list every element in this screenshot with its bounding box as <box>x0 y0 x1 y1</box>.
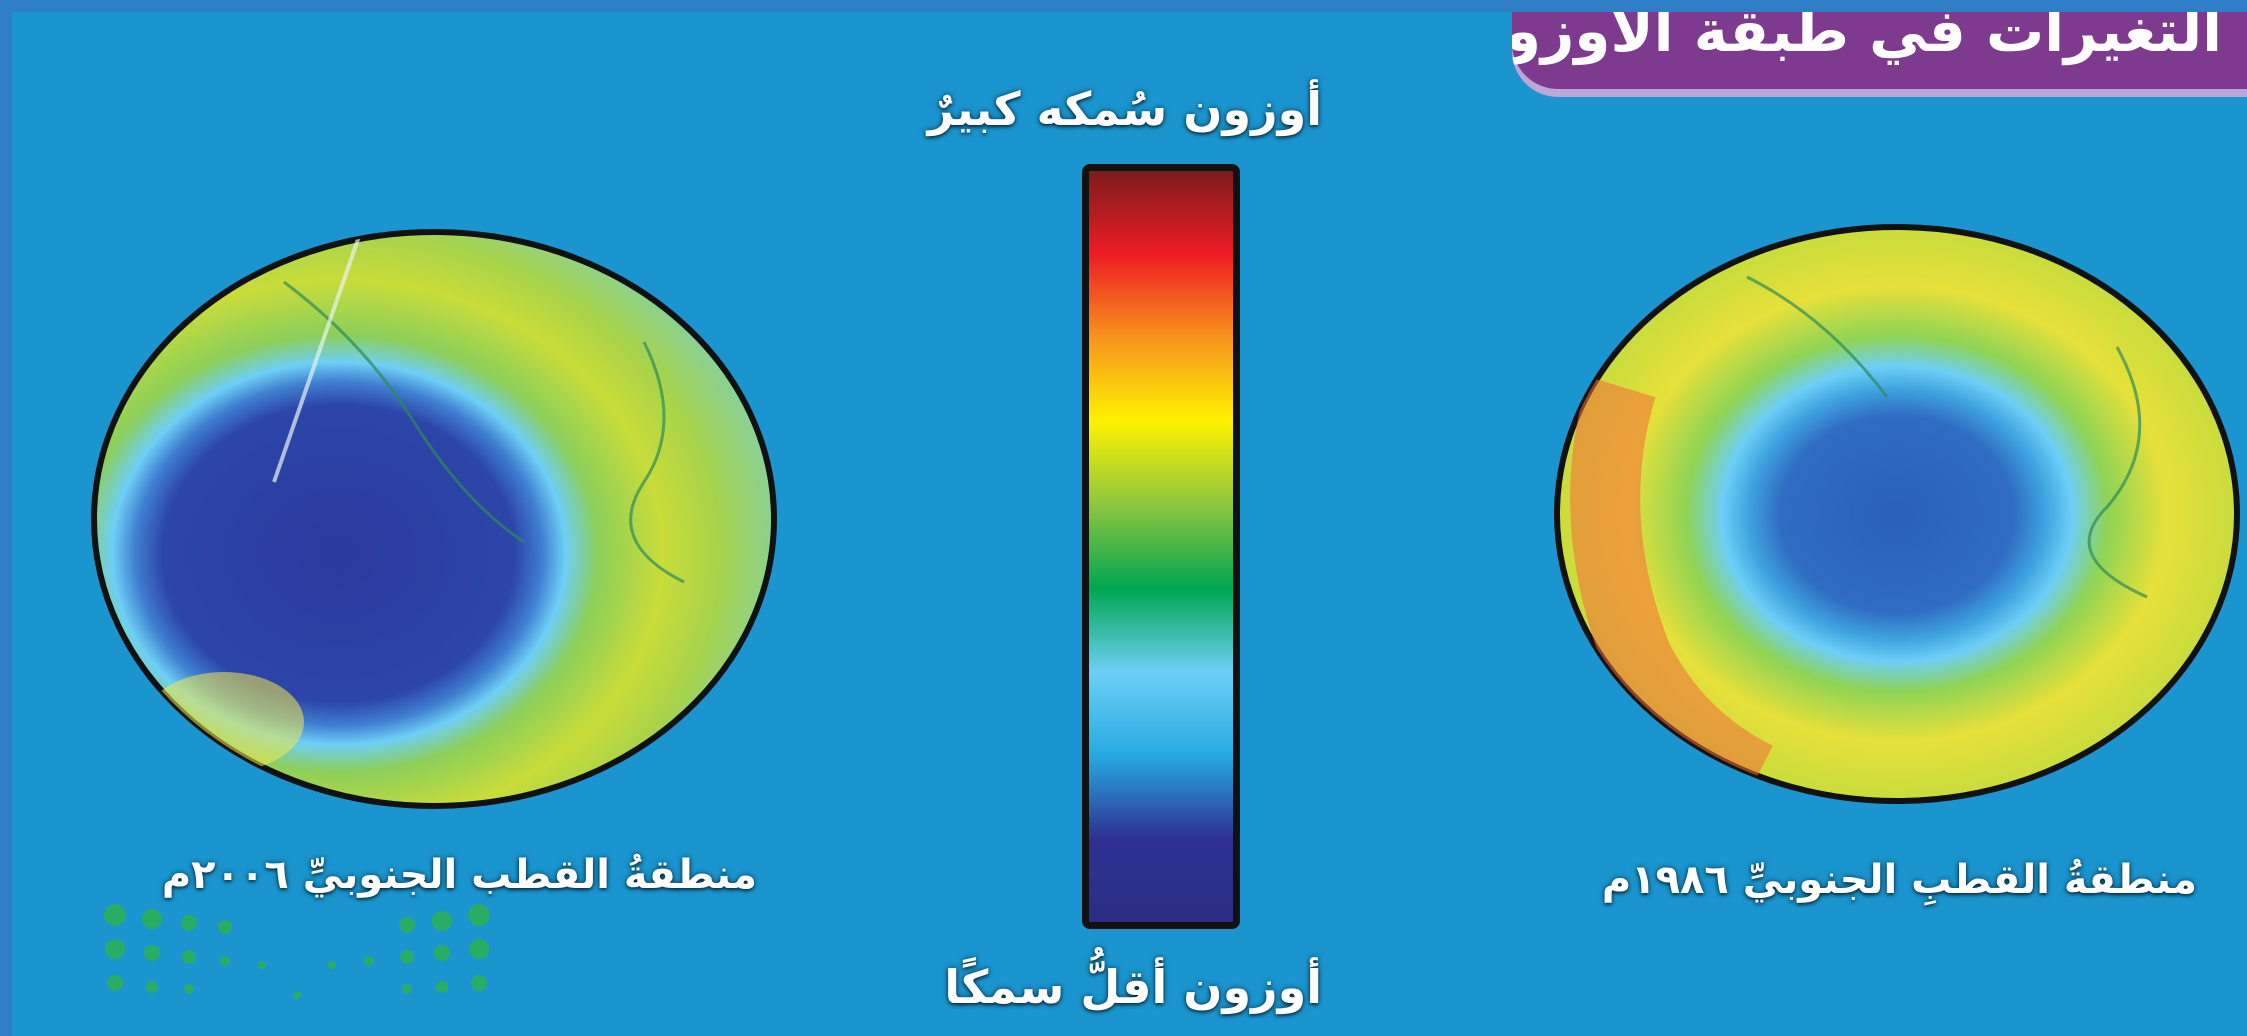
map-2006 <box>91 229 777 809</box>
logo-dots <box>104 904 490 999</box>
map-1986 <box>1554 224 2240 804</box>
ozone-thickness-scale <box>1082 164 1240 929</box>
map-2006-caption: منطقةُ القطب الجنوبيِّ ٢٠٠٦م <box>161 852 757 898</box>
scale-top-label: أوزون سُمكه كبيرٌ <box>927 82 1322 136</box>
map-1986-caption: منطقةُ القطبِ الجنوبيِّ ١٩٨٦م <box>1601 857 2197 903</box>
scale-bottom-label: أوزون أقلُّ سمكًا <box>944 960 1322 1014</box>
page-title: التغيرات في طبقة الأوزون <box>1512 12 2247 97</box>
